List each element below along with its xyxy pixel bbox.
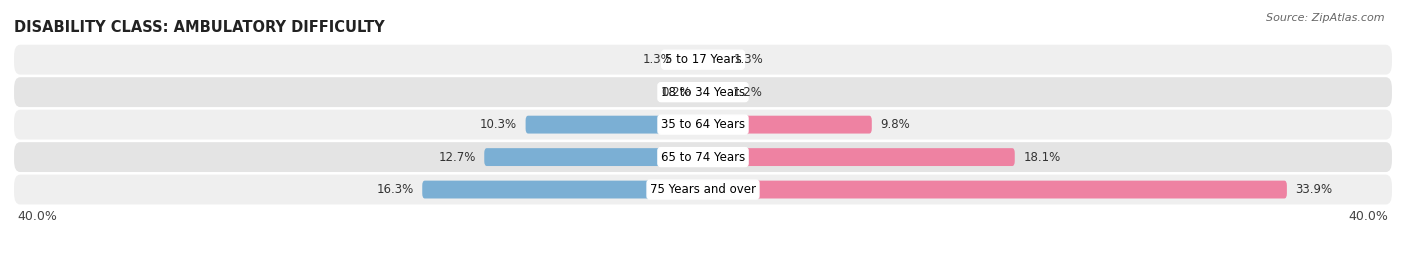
Text: 65 to 74 Years: 65 to 74 Years bbox=[661, 151, 745, 163]
Text: 10.3%: 10.3% bbox=[479, 118, 517, 131]
Text: 9.8%: 9.8% bbox=[880, 118, 910, 131]
FancyBboxPatch shape bbox=[681, 51, 703, 69]
FancyBboxPatch shape bbox=[14, 110, 1392, 140]
FancyBboxPatch shape bbox=[14, 45, 1392, 75]
Text: 1.3%: 1.3% bbox=[734, 53, 763, 66]
FancyBboxPatch shape bbox=[703, 51, 725, 69]
Text: 40.0%: 40.0% bbox=[1348, 210, 1389, 223]
FancyBboxPatch shape bbox=[14, 175, 1392, 204]
FancyBboxPatch shape bbox=[703, 116, 872, 133]
Text: 35 to 64 Years: 35 to 64 Years bbox=[661, 118, 745, 131]
Text: 18 to 34 Years: 18 to 34 Years bbox=[661, 86, 745, 99]
FancyBboxPatch shape bbox=[526, 116, 703, 133]
Text: 16.3%: 16.3% bbox=[377, 183, 413, 196]
Legend: Male, Female: Male, Female bbox=[636, 267, 770, 268]
Text: 0.2%: 0.2% bbox=[661, 86, 690, 99]
FancyBboxPatch shape bbox=[422, 181, 703, 199]
FancyBboxPatch shape bbox=[700, 83, 703, 101]
Text: DISABILITY CLASS: AMBULATORY DIFFICULTY: DISABILITY CLASS: AMBULATORY DIFFICULTY bbox=[14, 20, 385, 35]
Text: 1.3%: 1.3% bbox=[643, 53, 672, 66]
Text: Source: ZipAtlas.com: Source: ZipAtlas.com bbox=[1267, 13, 1385, 23]
Text: 33.9%: 33.9% bbox=[1295, 183, 1333, 196]
Text: 40.0%: 40.0% bbox=[17, 210, 58, 223]
Text: 75 Years and over: 75 Years and over bbox=[650, 183, 756, 196]
Text: 1.2%: 1.2% bbox=[733, 86, 762, 99]
FancyBboxPatch shape bbox=[703, 83, 724, 101]
FancyBboxPatch shape bbox=[703, 148, 1015, 166]
FancyBboxPatch shape bbox=[484, 148, 703, 166]
Text: 12.7%: 12.7% bbox=[439, 151, 475, 163]
FancyBboxPatch shape bbox=[14, 77, 1392, 107]
Text: 18.1%: 18.1% bbox=[1024, 151, 1060, 163]
Text: 5 to 17 Years: 5 to 17 Years bbox=[665, 53, 741, 66]
FancyBboxPatch shape bbox=[703, 181, 1286, 199]
FancyBboxPatch shape bbox=[14, 142, 1392, 172]
